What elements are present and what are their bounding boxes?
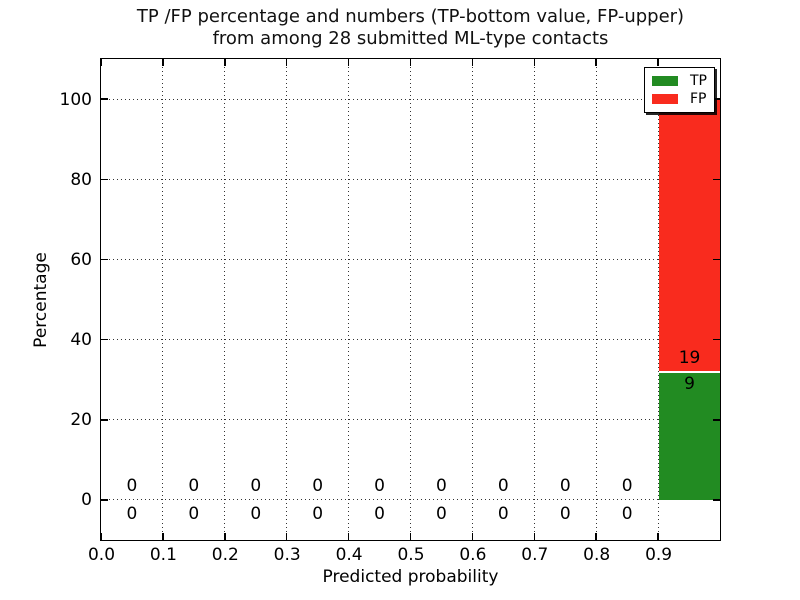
x-tick-label-0.7: 0.7 <box>521 545 549 565</box>
y-tick-right <box>713 178 720 180</box>
tp-count-label: 0 <box>621 503 633 524</box>
x-tick-label-0.4: 0.4 <box>335 545 363 565</box>
fp-count-label: 0 <box>188 475 200 496</box>
x-tick-label-0.8: 0.8 <box>583 545 611 565</box>
fp-count-label: 0 <box>621 475 633 496</box>
x-tick-top <box>409 59 412 66</box>
bar-segment-fp <box>659 99 720 372</box>
x-tick-label-0.5: 0.5 <box>397 545 425 565</box>
y-tick-label-100: 100 <box>59 89 92 110</box>
x-tick-label-0.6: 0.6 <box>459 545 487 565</box>
y-tick-label-0: 0 <box>81 490 92 511</box>
gridline-x-0.2 <box>224 59 226 540</box>
legend-item-fp: FP <box>645 92 714 106</box>
x-tick-bottom <box>285 533 288 540</box>
tp-count-label: 0 <box>188 503 200 524</box>
y-tick-left <box>101 98 108 100</box>
x-tick-bottom <box>224 533 226 540</box>
x-tick-label-0.0: 0.0 <box>87 545 116 565</box>
x-tick-top <box>595 59 597 66</box>
tp-count-label: 0 <box>497 503 509 524</box>
chart-title-line1: TP /FP percentage and numbers (TP-bottom… <box>136 6 685 27</box>
x-tick-top <box>533 59 536 66</box>
legend-label-tp: TP <box>690 73 707 89</box>
fp-count-label: 0 <box>250 475 262 496</box>
x-tick-top <box>162 59 164 66</box>
x-tick-top <box>657 59 659 66</box>
tp-count-label: 0 <box>436 503 447 524</box>
x-tick-bottom <box>162 533 164 540</box>
y-tick-right <box>713 98 720 100</box>
x-tick-top <box>471 59 474 66</box>
gridline-x-0.8 <box>595 59 597 540</box>
gridline-x-0.6 <box>471 59 473 540</box>
y-tick-label-40: 40 <box>70 330 92 351</box>
x-tick-bottom <box>409 533 412 540</box>
x-tick-bottom <box>657 533 659 540</box>
y-tick-left <box>101 178 108 180</box>
chart-title-line2: from among 28 submitted ML-type contacts <box>212 28 609 49</box>
legend-label-fp: FP <box>690 91 707 107</box>
x-tick-bottom <box>471 533 474 540</box>
y-tick-right <box>713 338 720 341</box>
tp-count-label: 0 <box>250 503 262 524</box>
bar-segment-tp <box>659 371 720 500</box>
legend: TP FP <box>644 67 715 113</box>
x-tick-label-0.3: 0.3 <box>273 545 301 565</box>
tp-count-label: 0 <box>559 503 571 524</box>
y-tick-right <box>713 419 720 421</box>
x-tick-bottom <box>100 533 102 540</box>
y-tick-right <box>713 258 720 261</box>
x-axis-label: Predicted probability <box>322 567 499 587</box>
fp-count-label: 0 <box>436 475 447 496</box>
y-tick-left <box>101 499 108 501</box>
fp-count-label: 0 <box>312 475 324 496</box>
tp-count-label: 0 <box>312 503 324 524</box>
x-tick-top <box>100 59 102 66</box>
tp-count-label: 9 <box>684 373 695 394</box>
fp-count-label: 0 <box>374 475 385 496</box>
y-tick-label-20: 20 <box>70 410 92 431</box>
tp-swatch-icon <box>652 76 678 86</box>
gridline-x-0.5 <box>410 59 411 540</box>
fp-count-label: 0 <box>126 475 138 496</box>
plot-area: 0 0 0 0 0 0 0 0 0 0 0 0 0 0 0 0 0 0 19 9 <box>100 58 721 541</box>
fp-count-label: 0 <box>559 475 571 496</box>
fp-count-label: 0 <box>497 475 509 496</box>
fp-swatch-icon <box>652 94 678 104</box>
y-tick-label-80: 80 <box>70 169 92 190</box>
y-tick-left <box>101 338 108 341</box>
legend-item-tp: TP <box>645 74 714 88</box>
x-tick-top <box>347 59 350 66</box>
fp-count-label: 19 <box>678 347 701 368</box>
y-tick-label-60: 60 <box>70 249 92 270</box>
gridline-x-0.7 <box>533 59 535 540</box>
gridline-x-0.3 <box>286 59 288 540</box>
x-tick-label-0.1: 0.1 <box>149 545 177 565</box>
x-tick-bottom <box>533 533 536 540</box>
x-tick-top <box>224 59 226 66</box>
x-tick-bottom <box>595 533 597 540</box>
gridline-x-0.1 <box>162 59 164 540</box>
gridline-x-0.9 <box>657 59 659 540</box>
x-tick-label-0.2: 0.2 <box>211 545 239 565</box>
x-tick-label-0.9: 0.9 <box>645 545 673 565</box>
x-tick-top <box>285 59 288 66</box>
tp-count-label: 0 <box>126 503 138 524</box>
y-tick-left <box>101 258 108 261</box>
chart-title: TP /FP percentage and numbers (TP-bottom… <box>100 6 721 50</box>
x-tick-bottom <box>347 533 350 540</box>
gridline-x-0.4 <box>348 59 350 540</box>
y-tick-right <box>713 499 720 501</box>
tp-count-label: 0 <box>374 503 385 524</box>
y-tick-left <box>101 419 108 421</box>
